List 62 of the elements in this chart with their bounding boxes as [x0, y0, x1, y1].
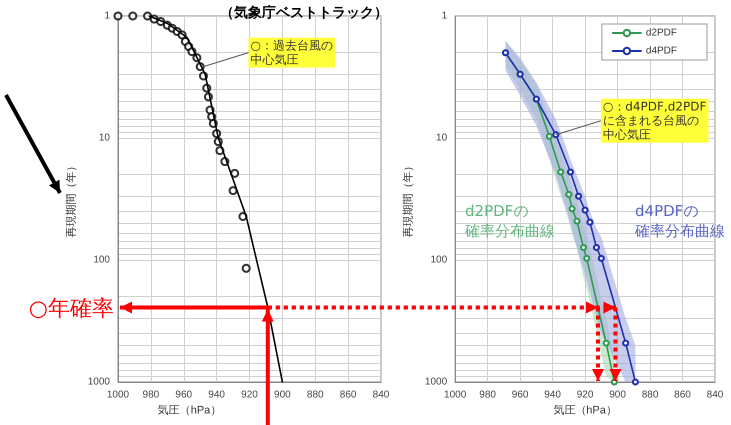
point — [582, 206, 589, 214]
y-tick-label: 1 — [104, 10, 110, 22]
x-tick-label: 880 — [306, 390, 324, 400]
point — [583, 254, 590, 262]
y-tick-label: 1 — [442, 10, 448, 22]
annotation: d2PDFの — [465, 202, 528, 220]
point — [242, 264, 251, 273]
y-tick-label: 1000 — [424, 376, 448, 388]
point — [622, 340, 630, 347]
point — [602, 340, 610, 347]
point — [566, 168, 574, 176]
point — [228, 186, 238, 196]
x-tick-label: 920 — [241, 390, 258, 400]
y-axis-title: 再現期間（年） — [402, 160, 414, 238]
annotation: ○：d4PDF,d2PDFに含まれる台風の中心気圧 — [602, 100, 706, 142]
point — [143, 12, 152, 20]
x-tick-label: 940 — [544, 390, 562, 400]
x-tick-label: 1000 — [106, 390, 130, 400]
x-tick-label: 860 — [340, 390, 357, 400]
point — [230, 168, 240, 178]
x-tick-label: 900 — [274, 390, 292, 400]
point — [565, 190, 572, 198]
point — [128, 12, 138, 20]
point — [586, 218, 594, 226]
y-tick-label: 100 — [430, 254, 448, 266]
x-tick-label: 980 — [479, 390, 496, 400]
point — [546, 132, 553, 140]
point — [632, 378, 639, 386]
y-tick-label: 1000 — [88, 376, 110, 388]
x-axis-title: 気圧（hPa） — [553, 404, 617, 416]
annotation: 確率分布曲線 — [634, 222, 725, 240]
legend-label: d2PDF — [646, 28, 677, 38]
legend-label: d4PDF — [646, 46, 677, 56]
point — [580, 244, 587, 252]
x-tick-label: 840 — [372, 390, 390, 400]
ref-line-label: ○年確率 — [28, 296, 114, 322]
annotation: 確率分布曲線 — [464, 222, 555, 240]
y-tick-label: 100 — [93, 254, 110, 266]
x-tick-label: 960 — [175, 390, 193, 400]
x-tick-label: 900 — [609, 390, 626, 400]
x-tick-label: 1000 — [444, 390, 467, 400]
point — [575, 192, 582, 200]
x-tick-label: 840 — [706, 390, 724, 400]
x-tick-label: 980 — [142, 390, 160, 400]
y-axis-title: 再現期間（年） — [65, 160, 78, 238]
x-tick-label: 860 — [674, 390, 692, 400]
point — [573, 218, 580, 225]
annotation: d4PDFの — [635, 202, 698, 220]
y-tick-label: 10 — [436, 132, 448, 144]
annotation: ○：過去台風の中心気圧 — [250, 38, 333, 67]
x-axis-title: 気圧（hPa） — [158, 404, 222, 416]
y-tick-label: 10 — [98, 132, 110, 144]
point — [568, 205, 576, 212]
x-tick-label: 960 — [512, 390, 529, 400]
x-tick-label: 880 — [642, 390, 659, 400]
point — [592, 244, 600, 252]
x-tick-label: 940 — [208, 390, 226, 400]
chart-title: （気象庁ベストトラック） — [220, 4, 388, 20]
point — [557, 168, 564, 176]
point — [114, 12, 122, 20]
point — [598, 254, 605, 262]
x-tick-label: 920 — [576, 390, 594, 400]
